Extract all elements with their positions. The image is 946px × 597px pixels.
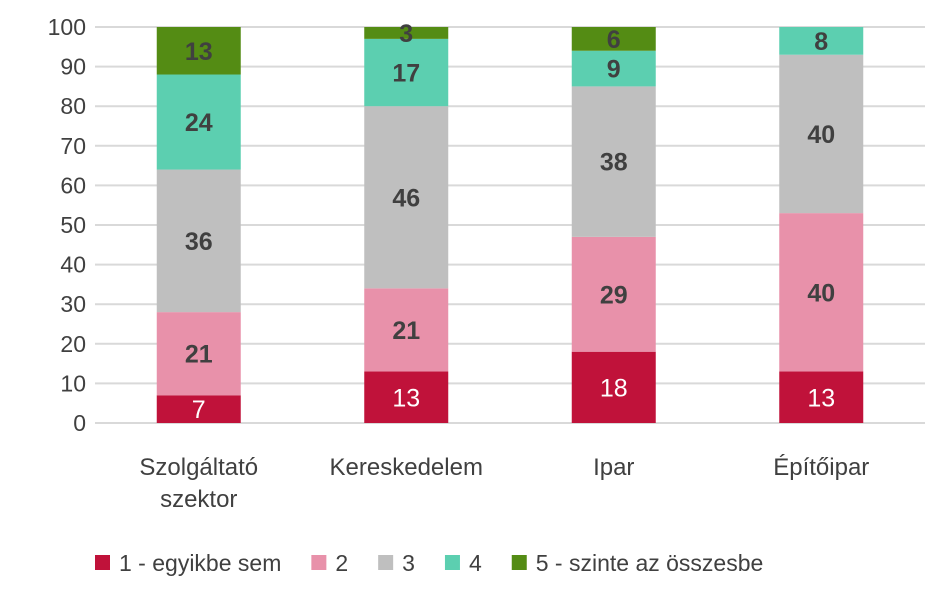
bar-segment: [156, 312, 241, 396]
bar-segment: [156, 169, 241, 313]
y-tick-label: 10: [60, 370, 86, 396]
data-label: 18: [600, 374, 628, 402]
bar-segment: [364, 371, 449, 423]
y-tick-label: 50: [60, 212, 86, 238]
bar-segment: [571, 236, 656, 352]
bar-segment: [364, 106, 449, 289]
y-tick-label: 80: [60, 93, 86, 119]
legend-label: 2: [335, 550, 348, 576]
x-tick-label: Szolgáltató: [139, 454, 258, 481]
y-tick-label: 30: [60, 291, 86, 317]
bar-segment: [156, 27, 241, 75]
y-tick-label: 70: [60, 133, 86, 159]
bar-segment: [571, 351, 656, 423]
legend-label: 5 - szinte az összesbe: [536, 550, 764, 576]
legend-label: 1 - egyikbe sem: [119, 550, 281, 576]
data-label: 38: [600, 149, 628, 177]
data-label: 3: [399, 20, 413, 48]
bar-segment: [571, 50, 656, 87]
x-tick-label: Építőipar: [773, 454, 869, 481]
bar-segment: [156, 74, 241, 170]
data-label: 40: [807, 279, 835, 307]
y-tick-label: 60: [60, 172, 86, 198]
x-tick-label: Kereskedelem: [330, 454, 483, 481]
data-label: 13: [185, 38, 213, 66]
legend-swatch: [444, 555, 460, 570]
y-tick-label: 90: [60, 54, 86, 80]
data-label: 46: [392, 184, 420, 212]
legend-swatch: [511, 555, 527, 570]
bar-segment: [364, 288, 449, 372]
data-label: 7: [192, 396, 206, 424]
data-label: 8: [814, 28, 828, 56]
bar-segment: [156, 395, 241, 423]
legend-swatch: [378, 555, 394, 570]
data-label: 29: [600, 281, 628, 309]
y-tick-label: 0: [73, 410, 86, 436]
data-label: 17: [392, 60, 420, 88]
data-label: 40: [807, 121, 835, 149]
data-label: 36: [185, 228, 213, 256]
data-label: 24: [185, 109, 213, 137]
x-tick-label: Ipar: [593, 454, 634, 481]
data-label: 13: [392, 384, 420, 412]
data-label: 21: [392, 317, 420, 345]
bar-segment: [779, 371, 864, 423]
bar-segment: [571, 27, 656, 51]
y-tick-label: 40: [60, 252, 86, 278]
data-label: 21: [185, 341, 213, 369]
legend-swatch: [311, 555, 327, 570]
bar-segment: [571, 86, 656, 237]
bar-segment: [779, 213, 864, 372]
bar-segment: [779, 27, 864, 55]
data-label: 6: [607, 26, 621, 54]
bar-segment: [364, 27, 449, 39]
bar-segment: [364, 38, 449, 107]
bar-segment: [779, 54, 864, 214]
legend-label: 4: [469, 550, 482, 576]
legend-swatch: [95, 555, 110, 570]
y-tick-label: 100: [48, 14, 86, 40]
data-label: 13: [807, 384, 835, 412]
legend-label: 3: [402, 550, 415, 576]
y-tick-label: 20: [60, 331, 86, 357]
data-label: 9: [607, 56, 621, 84]
x-tick-label: szektor: [160, 486, 237, 513]
